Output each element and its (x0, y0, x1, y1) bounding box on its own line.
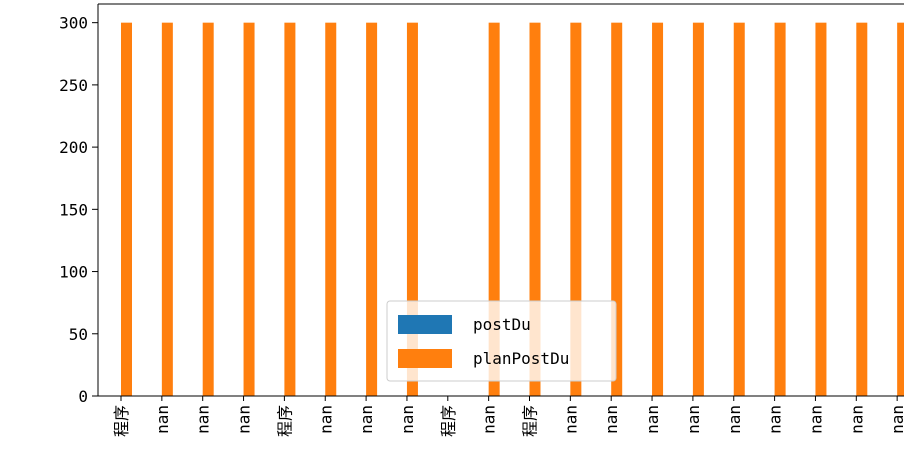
x-tick-label: nan (725, 405, 744, 434)
x-tick-label: 程序 (439, 405, 458, 437)
legend-label-postDu: postDu (473, 315, 531, 334)
bars-group (121, 22, 904, 397)
x-tick-label: nan (766, 405, 785, 434)
x-tick-label: nan (806, 405, 825, 434)
bar-planPostDu-4 (284, 22, 296, 397)
bar-planPostDu-3 (243, 22, 255, 397)
y-tick-label: 300 (59, 14, 88, 33)
y-tick-label: 200 (59, 138, 88, 157)
bar-planPostDu-12 (611, 22, 623, 397)
bar-planPostDu-10 (529, 22, 541, 397)
x-tick-label: nan (194, 405, 213, 434)
bar-planPostDu-15 (733, 22, 745, 397)
bar-planPostDu-19 (897, 22, 904, 397)
bar-planPostDu-2 (202, 22, 214, 397)
y-tick-label: 100 (59, 263, 88, 282)
bar-planPostDu-17 (815, 22, 827, 397)
bar-planPostDu-16 (774, 22, 786, 397)
y-tick-label: 150 (59, 200, 88, 219)
x-tick-label: nan (357, 405, 376, 434)
bar-planPostDu-13 (652, 22, 664, 397)
bar-planPostDu-11 (570, 22, 582, 397)
x-tick-label: nan (888, 405, 904, 434)
x-tick-label: nan (235, 405, 254, 434)
y-tick-label: 0 (78, 387, 88, 406)
x-tick-label: nan (153, 405, 172, 434)
x-tick-label: nan (480, 405, 499, 434)
legend: postDu planPostDu (386, 300, 617, 382)
y-tick-label: 250 (59, 76, 88, 95)
x-tick-label: nan (643, 405, 662, 434)
x-axis: 程序 nan nan nan 程序 nan nan nan 程序 nan 程序 nan nan nan na… (112, 396, 904, 437)
x-tick-label: 程序 (112, 405, 131, 437)
bar-planPostDu-1 (161, 22, 173, 397)
bar-planPostDu-0 (121, 22, 132, 397)
bar-planPostDu-6 (366, 22, 378, 397)
legend-label-planPostDu: planPostDu (473, 349, 569, 368)
bar-planPostDu-14 (692, 22, 704, 397)
bar-planPostDu-5 (325, 22, 337, 397)
bar-planPostDu-18 (856, 22, 868, 397)
x-tick-label: nan (316, 405, 335, 434)
legend-swatch-postDu (398, 315, 452, 334)
x-tick-label: nan (684, 405, 703, 434)
y-tick-label: 50 (69, 325, 88, 344)
y-axis: 0 50 100 150 200 250 300 (59, 14, 98, 406)
legend-swatch-planPostDu (398, 349, 452, 368)
legend-box (386, 300, 617, 382)
bar-planPostDu-9 (488, 22, 500, 397)
x-tick-label: 程序 (521, 405, 540, 437)
x-tick-label: nan (561, 405, 580, 434)
x-tick-label: nan (398, 405, 417, 434)
x-tick-label: 程序 (275, 405, 294, 437)
x-tick-label: nan (602, 405, 621, 434)
x-tick-label: nan (847, 405, 866, 434)
bar-planPostDu-7 (406, 22, 418, 397)
